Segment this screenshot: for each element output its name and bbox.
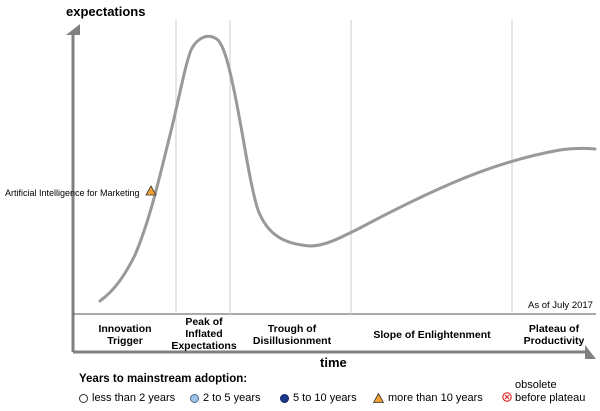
legend-label: 2 to 5 years — [203, 392, 261, 404]
legend-label: more than 10 years — [388, 392, 483, 404]
y-axis-title: expectations — [66, 4, 146, 19]
white-circle-icon — [79, 393, 88, 403]
phase-line: Disillusionment — [252, 335, 332, 347]
phase-line: Peak of — [185, 316, 223, 328]
tech-marker-triangle-icon — [145, 185, 157, 196]
phase-line: Trough of — [267, 323, 317, 335]
dark-blue-circle-icon — [280, 393, 289, 403]
legend-item-2-to-5: 2 to 5 years — [190, 392, 260, 404]
y-axis-arrow-icon — [66, 24, 80, 35]
as-of-label: As of July 2017 — [528, 300, 593, 311]
phase-line: Plateau of — [528, 323, 580, 335]
phase-line: Expectations — [171, 340, 237, 352]
phase-plateau: Plateau of Productivity — [516, 323, 592, 347]
legend-title: Years to mainstream adoption: — [79, 373, 248, 385]
phase-trough: Trough of Disillusionment — [247, 323, 337, 347]
orange-triangle-icon — [373, 393, 384, 403]
x-axis-title: time — [320, 355, 347, 370]
phase-innovation-trigger: Innovation Trigger — [90, 323, 160, 347]
phase-line: Trigger — [107, 335, 143, 347]
phase-line: Slope of Enlightenment — [373, 329, 491, 341]
legend-obsolete-line2: before plateau — [515, 392, 586, 404]
x-axis-arrow-icon — [585, 345, 596, 359]
light-blue-circle-icon — [190, 393, 199, 403]
red-x-circle-icon — [502, 392, 512, 402]
legend-obsolete-line1: obsolete — [515, 379, 557, 391]
legend-item-less-than-2: less than 2 years — [79, 392, 175, 404]
phase-line: Productivity — [523, 335, 585, 347]
phase-line: Inflated — [185, 328, 223, 340]
legend-item-more-than-10: more than 10 years — [373, 392, 483, 404]
tech-label: Artificial Intelligence for Marketing — [5, 188, 140, 198]
hype-cycle-curve — [98, 34, 597, 303]
legend-label: 5 to 10 years — [293, 392, 357, 404]
phase-slope: Slope of Enlightenment — [366, 329, 498, 341]
legend-item-obsolete — [502, 392, 516, 402]
phase-line: Innovation — [98, 323, 152, 335]
legend-item-5-to-10: 5 to 10 years — [280, 392, 357, 404]
phase-peak: Peak of Inflated Expectations — [168, 316, 240, 352]
legend-label: less than 2 years — [92, 392, 176, 404]
